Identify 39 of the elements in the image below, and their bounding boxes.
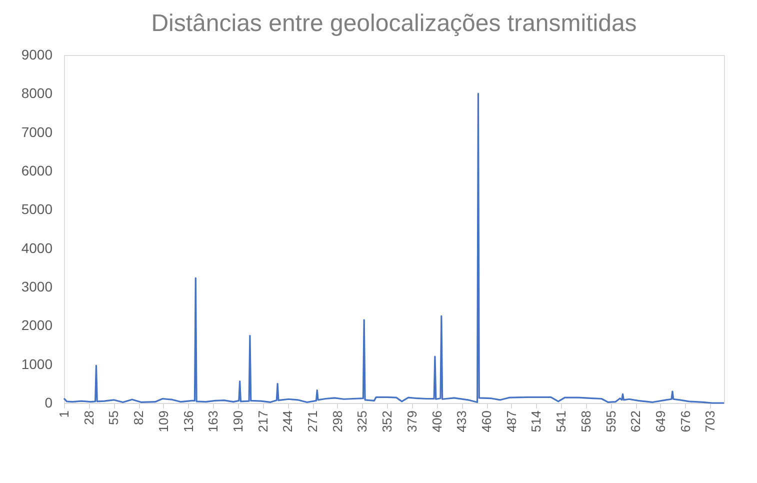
x-tick-label: 406 (429, 410, 444, 432)
x-tick-label: 109 (156, 410, 171, 432)
y-tick-label: 3000 (21, 278, 53, 294)
x-tick-label: 28 (81, 410, 96, 425)
x-tick-label: 136 (180, 410, 196, 432)
y-tick-label: 5000 (21, 201, 53, 218)
x-tick-label: 55 (106, 410, 122, 425)
x-tick-label: 325 (354, 410, 370, 432)
x-tick-label: 271 (305, 410, 320, 432)
x-tick-label: 703 (702, 410, 718, 432)
x-tick-label: 568 (578, 410, 594, 432)
x-tick-label: 649 (652, 410, 668, 432)
y-tick-label: 1000 (21, 356, 53, 372)
y-tick-label: 2000 (21, 317, 53, 334)
x-tick-label: 514 (528, 410, 544, 432)
x-tick-label: 82 (131, 410, 146, 425)
y-tick-label: 7000 (21, 124, 53, 140)
line-series (63, 92, 725, 404)
x-tick-label: 541 (554, 410, 569, 432)
x-tick-label: 1 (56, 410, 72, 418)
y-tick-label: 6000 (21, 162, 53, 178)
x-tick-label: 676 (678, 410, 693, 432)
x-tick-label: 433 (454, 410, 470, 432)
x-tick-label: 595 (603, 410, 618, 432)
y-tick-label: 8000 (21, 85, 53, 102)
x-tick-label: 298 (330, 410, 345, 432)
x-tick-label: 352 (380, 410, 395, 432)
x-tick-label: 460 (479, 410, 494, 432)
x-tick-label: 487 (504, 410, 519, 432)
x-tick-label: 244 (280, 410, 296, 432)
chart-title: Distâncias entre geolocalizações transmitidas (151, 10, 637, 37)
x-tick-label: 622 (628, 410, 644, 432)
x-tick-label: 163 (206, 410, 221, 432)
y-tick-label: 9000 (21, 46, 53, 62)
y-tick-label: 4000 (21, 240, 53, 256)
y-tick-label: 0 (44, 394, 53, 410)
x-tick-label: 379 (404, 410, 420, 432)
x-tick-label: 190 (230, 410, 246, 432)
x-tick-label: 217 (255, 410, 270, 432)
